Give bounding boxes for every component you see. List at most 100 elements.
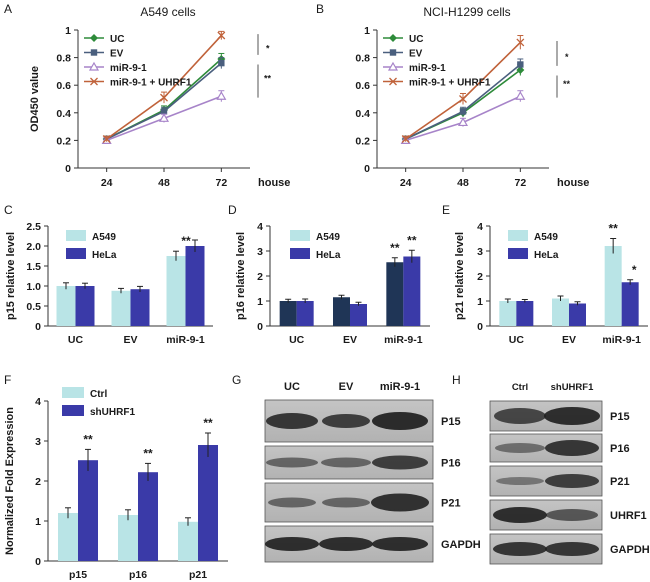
- data-point: [218, 59, 225, 67]
- blot-lane-label: miR-9-1: [380, 381, 420, 393]
- sig-marker: **: [407, 233, 417, 247]
- chart-title: A549 cells: [140, 5, 195, 19]
- bar: [604, 246, 622, 326]
- y-axis-label: p16 relative level: [235, 232, 247, 320]
- sig-marker: **: [203, 416, 213, 430]
- sig-marker: **: [563, 79, 571, 89]
- sig-marker: **: [390, 241, 400, 255]
- legend-marker: [90, 77, 98, 86]
- data-point: [216, 91, 227, 100]
- x-tick-label: miR-9-1: [602, 334, 641, 346]
- y-tick-label: 0: [364, 163, 370, 175]
- y-tick-label: 0.6: [56, 80, 71, 92]
- blot-band: [493, 542, 547, 556]
- y-tick-label: 2: [477, 271, 483, 283]
- chart-h1299-growth: NCI-H1299 cells 0 0.2 0.4 0.6 0.8 1 24 48 72 house…: [355, 5, 589, 189]
- x-tick-label: miR-9-1: [166, 334, 205, 346]
- x-tick-label: UC: [289, 334, 305, 346]
- y-tick-label: 0.4: [355, 108, 370, 120]
- x-tick-label: 72: [215, 177, 227, 189]
- y-tick-label: 2: [257, 271, 263, 283]
- legend-label: A549: [316, 232, 340, 243]
- y-tick-label: 4: [35, 396, 41, 408]
- blot-row-label: P15: [441, 416, 461, 428]
- sig-marker: *: [266, 43, 270, 53]
- legend-label: shUHRF1: [90, 407, 135, 418]
- panel-letter-a: A: [4, 2, 12, 16]
- blot-band: [546, 509, 598, 521]
- blot-band: [494, 408, 546, 424]
- blot-row-label: P16: [441, 458, 461, 470]
- blot-row-label: P21: [610, 476, 630, 488]
- blot-band: [321, 457, 371, 468]
- chart-p15-relative: 0 0.5 1.0 1.5 2.0 2.5 p15 relative level UC EV mi…: [5, 221, 213, 346]
- sig-marker: **: [608, 222, 618, 236]
- legend-label: A549: [92, 232, 116, 243]
- legend-label: miR-9-1 + UHRF1: [110, 78, 192, 89]
- y-tick-label: 0: [477, 321, 483, 333]
- panel-letter-g: G: [232, 373, 241, 387]
- bar: [333, 297, 350, 326]
- chart-fold-expression: 0 1 2 3 4 Normalized Fold Expression p15 p16 p21…: [4, 387, 228, 581]
- data-point: [515, 91, 526, 100]
- legend-label: HeLa: [92, 250, 117, 261]
- blot-band: [266, 413, 318, 429]
- legend-swatch: [508, 230, 528, 241]
- legend-label: HeLa: [534, 250, 559, 261]
- blot-row-label: P21: [441, 498, 461, 510]
- legend-swatch: [66, 230, 86, 241]
- x-tick-label: miR-9-1: [384, 334, 423, 346]
- legend-swatch: [62, 387, 84, 398]
- panel-letter-d: D: [228, 203, 237, 217]
- x-tick-label: 72: [514, 177, 526, 189]
- blot-band: [495, 443, 545, 453]
- blot-band: [268, 497, 316, 508]
- bar: [56, 286, 76, 326]
- blot-band: [322, 497, 370, 508]
- bar: [552, 298, 569, 326]
- bar: [403, 256, 421, 326]
- x-tick-label: EV: [343, 334, 357, 346]
- legend-label: miR-9-1: [409, 63, 446, 74]
- data-point: [459, 108, 467, 115]
- bar: [178, 521, 198, 561]
- y-tick-label: 0.2: [355, 135, 370, 147]
- y-axis-label: p21 relative level: [454, 232, 466, 320]
- y-tick-label: 4: [477, 221, 483, 233]
- y-tick-label: 1.0: [26, 281, 41, 293]
- data-point: [459, 95, 467, 103]
- bar: [621, 282, 639, 326]
- data-point: [401, 135, 410, 143]
- bar: [350, 304, 367, 326]
- blot-lane-label: UC: [284, 381, 300, 393]
- bar: [386, 262, 404, 326]
- x-tick-label: 24: [400, 177, 412, 189]
- blot-band: [266, 457, 318, 468]
- y-tick-label: 2.5: [26, 221, 41, 233]
- blot-lane-label: EV: [339, 381, 354, 393]
- y-tick-label: 1: [364, 25, 370, 37]
- legend-swatch: [66, 248, 86, 259]
- western-blot-g: UC EV miR-9-1 P15 P16 P21 GAPDH: [264, 381, 481, 563]
- y-tick-label: 0.6: [355, 80, 370, 92]
- bar: [185, 246, 205, 326]
- legend-label: EV: [409, 49, 423, 60]
- legend-marker: [88, 61, 100, 71]
- x-tick-label: p15: [69, 569, 87, 581]
- data-point: [217, 31, 226, 40]
- sig-marker: **: [143, 446, 153, 460]
- x-tick-label: UC: [68, 334, 84, 346]
- y-tick-label: 3: [35, 436, 41, 448]
- y-tick-label: 2: [35, 476, 41, 488]
- bar: [516, 301, 534, 326]
- bar: [130, 289, 150, 326]
- data-point: [516, 38, 525, 47]
- legend-marker: [389, 77, 397, 86]
- legend-marker: [90, 49, 98, 56]
- data-point: [160, 93, 168, 102]
- legend-label: miR-9-1 + UHRF1: [409, 78, 491, 89]
- panel-letter-f: F: [4, 373, 11, 387]
- panel-letter-c: C: [4, 203, 13, 217]
- blot-band: [372, 537, 428, 551]
